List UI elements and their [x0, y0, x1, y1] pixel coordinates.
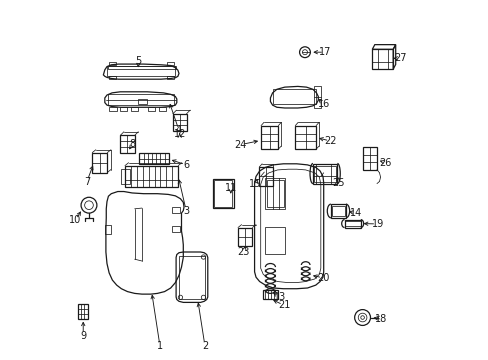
- Bar: [172, 114, 186, 131]
- Text: 23: 23: [237, 247, 249, 257]
- Text: 9: 9: [80, 330, 86, 341]
- Bar: [371, 49, 392, 69]
- Bar: [104, 225, 111, 234]
- Text: 18: 18: [374, 314, 386, 324]
- Text: 24: 24: [234, 140, 246, 150]
- Text: 6: 6: [183, 160, 189, 170]
- Bar: [131, 107, 138, 111]
- Bar: [238, 228, 252, 246]
- Bar: [214, 180, 232, 207]
- Bar: [362, 147, 376, 170]
- Text: 14: 14: [349, 208, 362, 218]
- Text: 3: 3: [183, 206, 189, 216]
- Text: 12: 12: [173, 129, 185, 139]
- Bar: [171, 226, 179, 232]
- Bar: [167, 62, 173, 65]
- Bar: [212, 179, 233, 208]
- Bar: [265, 227, 285, 254]
- Text: 1: 1: [157, 341, 163, 351]
- Text: 19: 19: [371, 219, 383, 229]
- Bar: [261, 126, 278, 149]
- Bar: [314, 166, 335, 182]
- Bar: [125, 166, 178, 187]
- Bar: [78, 304, 87, 319]
- Bar: [109, 62, 116, 65]
- Text: 22: 22: [324, 136, 336, 146]
- Text: 7: 7: [83, 177, 90, 187]
- Bar: [259, 167, 272, 186]
- Text: 26: 26: [379, 158, 391, 168]
- Text: 8: 8: [130, 139, 136, 149]
- Bar: [265, 178, 285, 209]
- Bar: [266, 180, 283, 207]
- Text: 20: 20: [317, 273, 329, 283]
- Bar: [120, 107, 127, 111]
- Text: 17: 17: [319, 47, 331, 57]
- Bar: [159, 107, 166, 111]
- Bar: [167, 76, 173, 79]
- Bar: [120, 135, 134, 153]
- Text: 13: 13: [273, 292, 285, 302]
- Text: 27: 27: [393, 53, 406, 63]
- Bar: [139, 153, 168, 164]
- Bar: [148, 107, 155, 111]
- Text: 11: 11: [224, 183, 237, 193]
- Bar: [171, 207, 179, 213]
- Text: 2: 2: [202, 341, 207, 351]
- Bar: [138, 99, 147, 104]
- Text: 15: 15: [248, 179, 261, 189]
- Text: 10: 10: [69, 215, 81, 225]
- Text: 5: 5: [135, 56, 141, 66]
- Text: 16: 16: [317, 99, 329, 109]
- Bar: [295, 126, 316, 149]
- Bar: [330, 204, 346, 218]
- Bar: [312, 164, 337, 184]
- Bar: [344, 220, 360, 228]
- Bar: [109, 107, 117, 111]
- Bar: [332, 206, 344, 216]
- Bar: [92, 153, 107, 172]
- Text: 21: 21: [277, 300, 290, 310]
- Text: 4: 4: [176, 125, 182, 135]
- Bar: [262, 290, 277, 299]
- Bar: [313, 86, 320, 108]
- Bar: [121, 169, 130, 184]
- Text: 25: 25: [331, 178, 344, 188]
- Bar: [109, 76, 116, 79]
